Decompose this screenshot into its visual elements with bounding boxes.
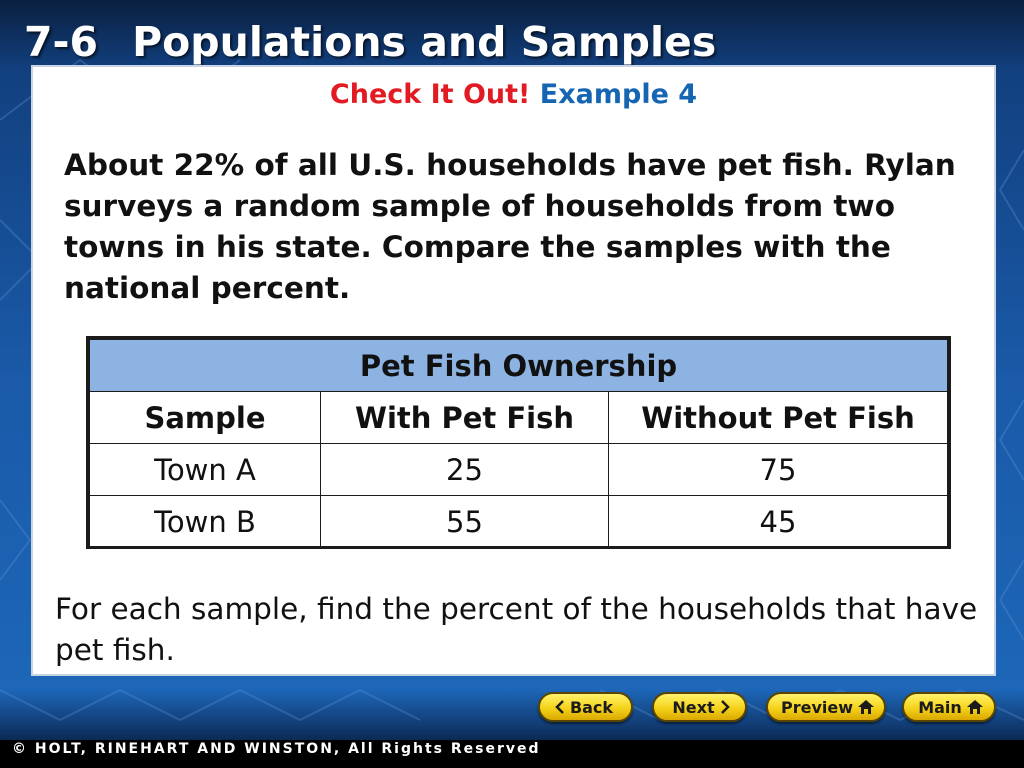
table-caption: Pet Fish Ownership (89, 339, 948, 392)
home-icon (966, 699, 984, 715)
check-it-out-label: Check It Out! (329, 79, 531, 110)
slide-subtitle: Check It Out! Example 4 (33, 79, 994, 110)
example-label: Example 4 (539, 79, 698, 110)
back-button[interactable]: Back (538, 692, 633, 722)
next-label: Next (672, 697, 715, 717)
table-cell: 55 (320, 495, 609, 548)
table-cell: 25 (320, 443, 609, 496)
table-cell: Town B (89, 495, 321, 548)
pet-fish-table: Pet Fish Ownership Sample With Pet Fish … (86, 336, 951, 549)
main-button[interactable]: Main (902, 692, 996, 722)
lesson-number: 7-6 (24, 18, 99, 66)
next-button[interactable]: Next (652, 692, 747, 722)
preview-label: Preview (780, 697, 853, 717)
table-cell: 75 (608, 443, 948, 496)
problem-text: About 22% of all U.S. households have pe… (64, 148, 956, 305)
table-row: Town B 55 45 (89, 495, 948, 548)
main-label: Main (918, 697, 962, 717)
chevron-left-icon (554, 699, 566, 715)
column-header: With Pet Fish (320, 391, 609, 444)
instruction-text: For each sample, find the percent of the… (55, 592, 978, 667)
slide-header: 7-6 Populations and Samples (24, 18, 716, 68)
back-label: Back (569, 697, 614, 717)
home-icon (857, 699, 875, 715)
column-header: Sample (89, 391, 321, 444)
table-cell: 45 (608, 495, 948, 548)
column-header: Without Pet Fish (608, 391, 948, 444)
table-row: Town A 25 75 (89, 443, 948, 496)
table-cell: Town A (89, 443, 321, 496)
content-panel: Check It Out! Example 4 About 22% of all… (31, 65, 996, 676)
lesson-title: Populations and Samples (132, 18, 717, 66)
chevron-right-icon (719, 699, 731, 715)
preview-button[interactable]: Preview (766, 692, 886, 722)
copyright-footer: © HOLT, RINEHART AND WINSTON, All Rights… (12, 741, 541, 757)
